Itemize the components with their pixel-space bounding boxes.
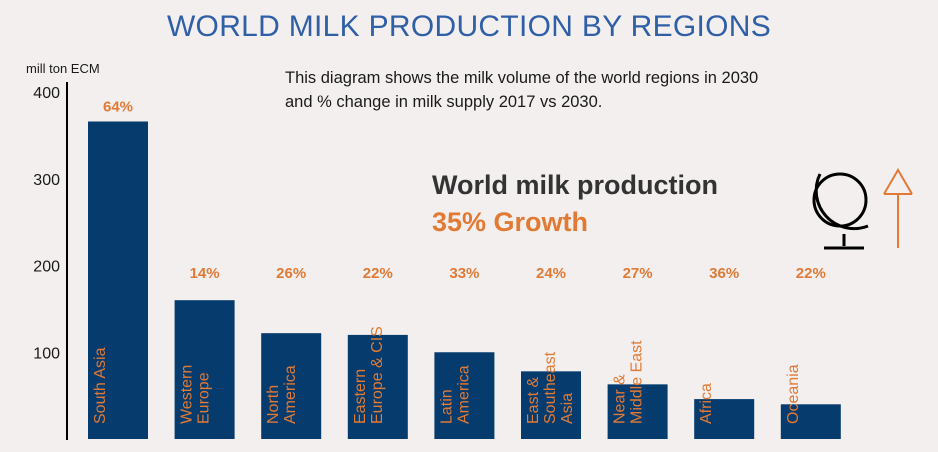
category-label-line: Africa [698,383,715,424]
category-label-line: Eastern [352,369,369,424]
bar [780,404,841,439]
bar [347,334,408,439]
y-tick-label: 100 [33,345,60,362]
category-label-line: Western [179,365,196,424]
category-label-line: Oceania [785,364,802,424]
bar [261,333,322,439]
bar [88,121,148,440]
change-label: 27% [623,265,653,282]
change-label: 22% [363,265,393,282]
y-tick-label: 400 [33,85,60,102]
category-label: Oceania [785,364,802,424]
change-label: 64% [103,98,133,115]
bar [521,371,581,439]
change-label: 26% [276,265,306,282]
category-label: Africa [698,383,715,424]
growth-value: 35% Growth [432,207,589,237]
bar [607,384,668,439]
category-label: Near & Middle East [612,340,646,424]
change-label: 22% [796,265,826,282]
category-label-line: Asia [559,393,576,424]
bar [694,399,755,439]
bar [174,300,235,439]
category-label-line: Southeast [542,351,559,424]
bar [434,352,495,439]
category-label-line: Europe & CIS [369,326,386,424]
y-axis-label: mill ton ECM [26,61,100,76]
category-label: East & Southeast Asia [525,351,576,424]
category-label-line: Near & [612,374,629,424]
growth-label: World milk production [432,170,718,200]
category-label: South Asia [92,347,109,424]
y-tick-label: 200 [33,259,60,276]
y-tick-label: 300 [33,172,60,189]
category-label-line: Middle East [629,340,646,424]
change-label: 33% [449,265,479,282]
globe-icon [812,172,869,250]
category-label-line: America [455,365,472,424]
change-label: 36% [709,265,739,282]
description-line-1: This diagram shows the milk volume of th… [285,69,759,87]
change-label: 24% [536,265,566,282]
category-label: Western Europe [179,365,213,424]
change-label: 14% [190,265,220,282]
category-label-line: North [265,385,282,424]
category-label-line: Latin [438,389,455,424]
category-label-line: East & [525,377,542,424]
description-line-2: and % change in milk supply 2017 vs 2030… [285,93,603,111]
category-label: Latin America [438,365,472,424]
category-label-line: America [282,365,299,424]
category-label: North America [265,365,299,424]
chart-description: This diagram shows the milk volume of th… [285,66,845,114]
page-title: WORLD MILK PRODUCTION BY REGIONS [166,10,772,43]
up-arrow-icon [883,168,913,248]
category-label-line: Europe [196,372,213,424]
category-label-line: South Asia [92,347,109,424]
category-label: Eastern Europe & CIS [352,326,386,424]
